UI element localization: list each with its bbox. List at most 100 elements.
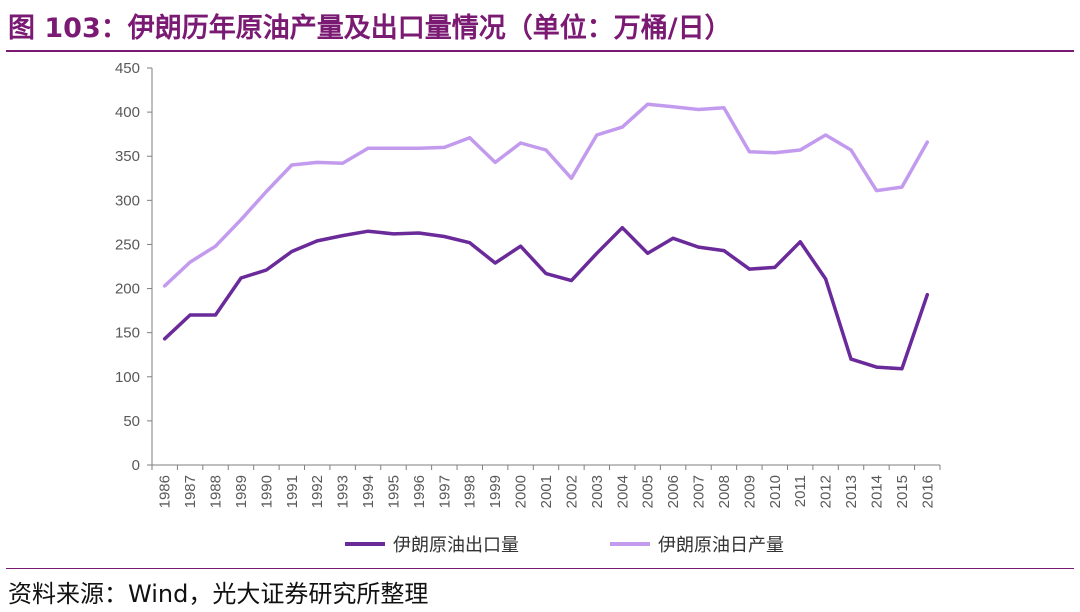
data-point-0-5 [290,250,294,254]
data-point-1-15 [544,148,548,152]
data-point-1-30 [925,140,929,144]
x-tick-label: 2005 [640,475,657,508]
data-point-0-14 [519,244,523,248]
data-point-1-22 [722,106,726,110]
data-point-0-27 [849,357,853,361]
data-point-1-26 [824,133,828,137]
data-point-0-29 [900,367,904,371]
title-divider [6,50,1074,52]
x-tick-label: 2011 [792,475,809,507]
data-point-1-23 [747,150,751,154]
data-point-1-14 [519,141,523,145]
data-point-0-3 [239,276,243,280]
data-point-0-22 [722,249,726,253]
x-tick-label: 2002 [563,475,580,508]
x-tick-label: 2010 [767,475,784,508]
x-tick-label: 1992 [309,475,326,508]
data-point-1-28 [874,189,878,193]
x-tick-label: 1986 [157,475,174,508]
data-point-0-2 [214,313,218,317]
x-tick-label: 1994 [360,475,377,508]
data-point-1-2 [214,244,218,248]
y-axis-ticks: 0 50 100 150 200 250 300 350 400 450 [115,60,152,474]
data-point-0-0 [163,337,167,341]
x-tick-label: 1995 [385,475,402,508]
x-tick-label: 2012 [818,475,835,508]
data-point-1-8 [366,146,370,150]
data-point-1-25 [798,148,802,152]
x-tick-label: 2016 [919,475,936,508]
source-divider [6,568,1074,569]
data-point-0-16 [569,279,573,283]
x-tick-label: 1997 [436,475,453,508]
x-tick-label: 2000 [513,475,530,508]
data-point-0-24 [773,265,777,269]
source-note: 资料来源：Wind，光大证券研究所整理 [8,580,429,608]
data-point-0-28 [874,365,878,369]
y-tick-label: 300 [115,192,140,209]
x-tick-label: 1993 [335,475,352,508]
data-point-1-4 [264,190,268,194]
data-point-0-1 [188,313,192,317]
figure-title: 图 103：伊朗历年原油产量及出口量情况（单位：万桶/日） [8,13,732,44]
data-point-0-18 [620,226,624,230]
y-tick-label: 400 [115,104,140,121]
legend-label-0: 伊朗原油出口量 [393,535,519,556]
x-tick-label: 1999 [487,475,504,508]
data-point-1-16 [569,176,573,180]
data-point-0-20 [671,236,675,240]
x-tick-label: 2009 [741,475,758,508]
data-point-0-30 [925,293,929,297]
data-point-1-13 [493,160,497,164]
x-tick-label: 2008 [716,475,733,508]
data-point-1-18 [620,125,624,129]
x-axis-ticks: 1986 1987 1988 1989 1990 1991 1992 1993 1994 1995… [151,465,941,508]
data-point-0-6 [315,239,319,243]
data-point-0-17 [595,251,599,255]
x-tick-label: 2013 [843,475,860,508]
data-point-1-19 [646,102,650,106]
data-point-0-4 [264,268,268,272]
x-tick-label: 2004 [614,475,631,508]
x-tick-label: 2014 [868,475,885,508]
data-point-1-0 [163,284,167,288]
data-point-0-25 [798,240,802,244]
y-tick-label: 350 [115,148,140,165]
data-point-1-29 [900,185,904,189]
data-point-1-12 [468,136,472,140]
series-lines [162,102,930,371]
data-point-0-26 [824,277,828,281]
data-point-0-21 [697,245,701,249]
y-tick-label: 250 [115,236,140,253]
x-tick-label: 1987 [182,475,199,508]
x-tick-label: 2001 [538,475,555,508]
data-point-1-1 [188,260,192,264]
data-point-1-21 [697,107,701,111]
data-point-1-5 [290,163,294,167]
data-point-1-3 [239,218,243,222]
data-point-0-19 [646,251,650,255]
data-point-1-27 [849,148,853,152]
x-tick-label: 1998 [462,475,479,508]
data-point-1-17 [595,133,599,137]
x-tick-label: 2015 [894,475,911,508]
y-tick-label: 150 [115,325,140,342]
data-point-1-11 [442,145,446,149]
x-tick-label: 1991 [284,475,301,508]
data-point-1-10 [417,146,421,150]
y-tick-label: 50 [123,413,140,430]
data-point-0-10 [417,231,421,235]
data-point-1-9 [391,146,395,150]
x-tick-label: 1990 [258,475,275,508]
x-tick-label: 1996 [411,475,428,508]
x-tick-label: 1988 [208,475,225,508]
data-point-0-15 [544,272,548,276]
y-tick-label: 0 [132,457,140,474]
legend-label-1: 伊朗原油日产量 [658,535,784,556]
data-point-0-8 [366,229,370,233]
data-point-1-20 [671,105,675,109]
data-point-0-9 [391,232,395,236]
data-point-0-23 [747,267,751,271]
data-point-0-13 [493,261,497,265]
